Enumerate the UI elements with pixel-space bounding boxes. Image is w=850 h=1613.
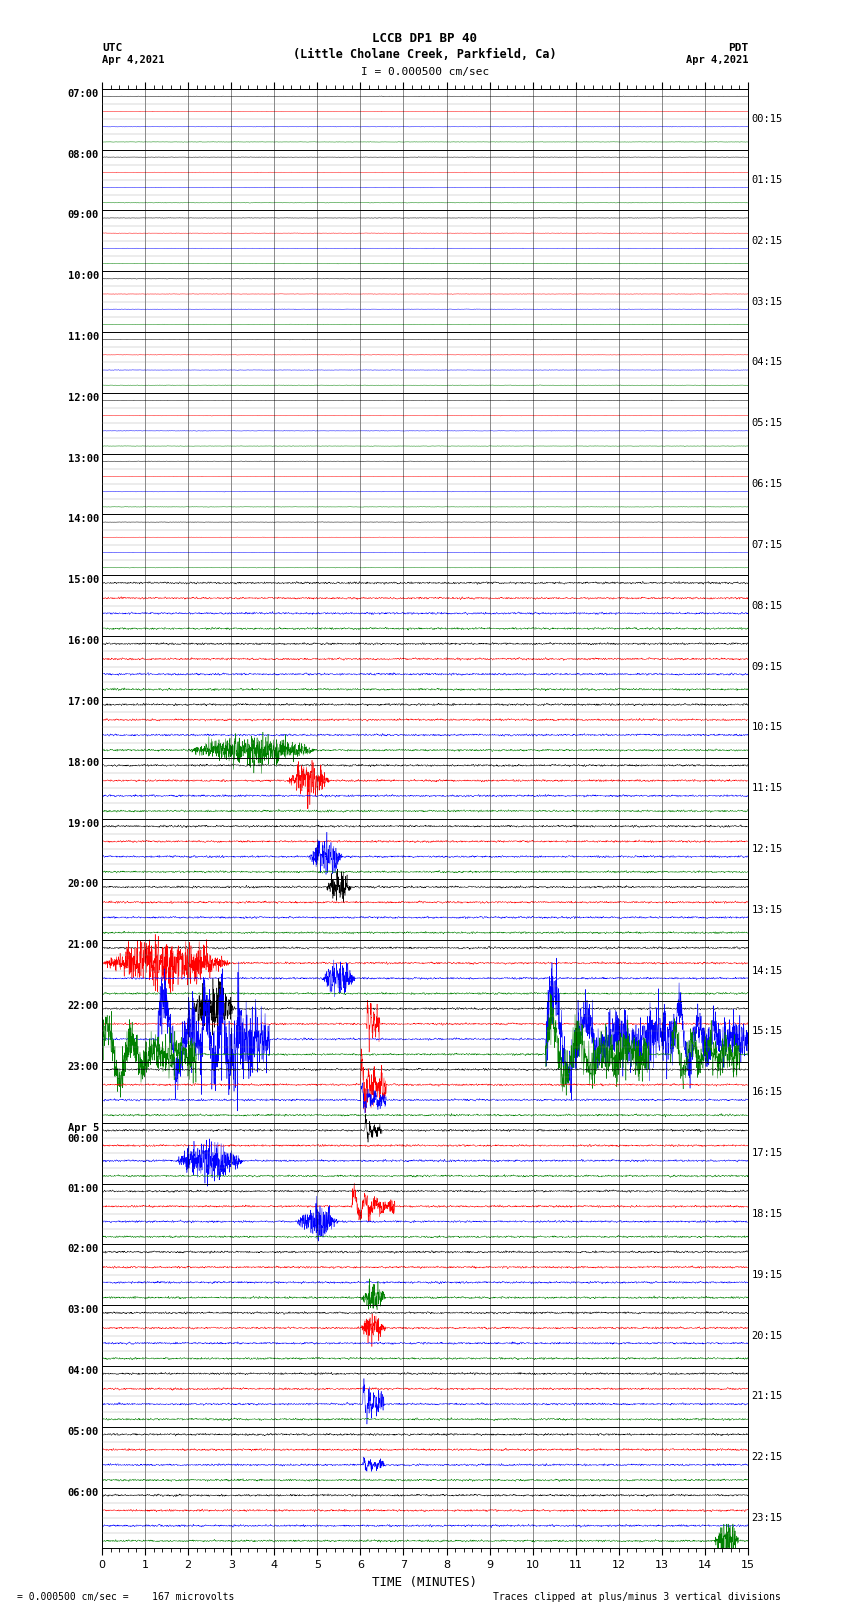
Text: 03:15: 03:15 [751, 297, 783, 306]
Text: 09:15: 09:15 [751, 661, 783, 671]
Text: 15:00: 15:00 [67, 576, 99, 586]
Text: Traces clipped at plus/minus 3 vertical divisions: Traces clipped at plus/minus 3 vertical … [493, 1592, 781, 1602]
Text: 10:15: 10:15 [751, 723, 783, 732]
Text: 19:15: 19:15 [751, 1269, 783, 1279]
Text: 12:00: 12:00 [67, 394, 99, 403]
Text: 06:00: 06:00 [67, 1487, 99, 1497]
Text: 08:00: 08:00 [67, 150, 99, 160]
Text: 08:15: 08:15 [751, 600, 783, 611]
Text: 16:15: 16:15 [751, 1087, 783, 1097]
Text: 07:15: 07:15 [751, 540, 783, 550]
Text: 18:15: 18:15 [751, 1210, 783, 1219]
Text: 06:15: 06:15 [751, 479, 783, 489]
Text: 14:00: 14:00 [67, 515, 99, 524]
Text: 02:15: 02:15 [751, 235, 783, 245]
Text: 21:00: 21:00 [67, 940, 99, 950]
Text: = 0.000500 cm/sec =    167 microvolts: = 0.000500 cm/sec = 167 microvolts [17, 1592, 235, 1602]
Text: 12:15: 12:15 [751, 844, 783, 853]
Text: 01:00: 01:00 [67, 1184, 99, 1194]
Text: 13:15: 13:15 [751, 905, 783, 915]
Text: 01:15: 01:15 [751, 174, 783, 185]
Text: 07:00: 07:00 [67, 89, 99, 98]
Text: 02:00: 02:00 [67, 1244, 99, 1255]
Text: 00:15: 00:15 [751, 115, 783, 124]
Text: 16:00: 16:00 [67, 636, 99, 647]
Text: 05:00: 05:00 [67, 1428, 99, 1437]
Text: 18:00: 18:00 [67, 758, 99, 768]
Text: (Little Cholane Creek, Parkfield, Ca): (Little Cholane Creek, Parkfield, Ca) [293, 48, 557, 61]
Text: 23:15: 23:15 [751, 1513, 783, 1523]
Text: 23:00: 23:00 [67, 1061, 99, 1073]
Text: 14:15: 14:15 [751, 966, 783, 976]
Text: 04:00: 04:00 [67, 1366, 99, 1376]
Text: 09:00: 09:00 [67, 210, 99, 221]
Text: Apr 5
00:00: Apr 5 00:00 [67, 1123, 99, 1144]
Text: 11:15: 11:15 [751, 784, 783, 794]
Text: 05:15: 05:15 [751, 418, 783, 427]
Text: 20:15: 20:15 [751, 1331, 783, 1340]
X-axis label: TIME (MINUTES): TIME (MINUTES) [372, 1576, 478, 1589]
Text: 17:15: 17:15 [751, 1148, 783, 1158]
Text: 04:15: 04:15 [751, 358, 783, 368]
Text: 17:00: 17:00 [67, 697, 99, 706]
Text: 10:00: 10:00 [67, 271, 99, 281]
Text: 22:15: 22:15 [751, 1452, 783, 1463]
Text: 15:15: 15:15 [751, 1026, 783, 1037]
Text: 22:00: 22:00 [67, 1002, 99, 1011]
Text: 11:00: 11:00 [67, 332, 99, 342]
Text: Apr 4,2021: Apr 4,2021 [685, 55, 748, 65]
Text: 21:15: 21:15 [751, 1392, 783, 1402]
Text: PDT: PDT [728, 44, 748, 53]
Text: 13:00: 13:00 [67, 453, 99, 463]
Text: 20:00: 20:00 [67, 879, 99, 889]
Text: UTC: UTC [102, 44, 122, 53]
Text: 03:00: 03:00 [67, 1305, 99, 1315]
Text: 19:00: 19:00 [67, 819, 99, 829]
Text: I = 0.000500 cm/sec: I = 0.000500 cm/sec [361, 68, 489, 77]
Text: LCCB DP1 BP 40: LCCB DP1 BP 40 [372, 32, 478, 45]
Text: Apr 4,2021: Apr 4,2021 [102, 55, 165, 65]
